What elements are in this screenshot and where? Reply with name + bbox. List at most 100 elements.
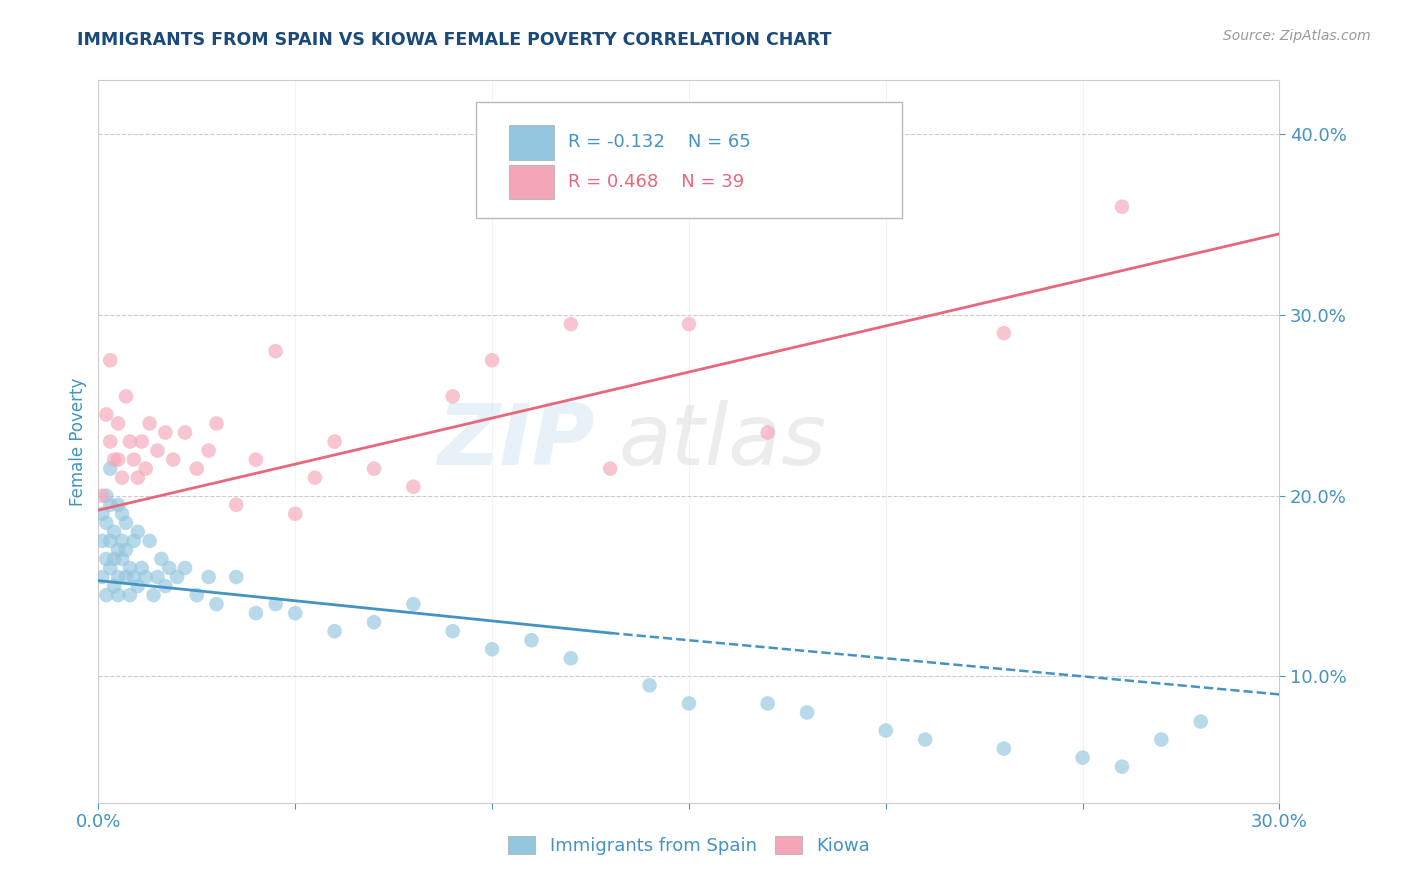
Point [245,452,267,467]
Point [402,480,425,494]
Point [103,552,125,566]
Text: ZIP: ZIP [437,400,595,483]
Point [98,561,121,575]
Point [1189,714,1212,729]
Point [155,579,177,593]
Point [111,533,134,548]
Point [122,570,145,584]
Point [520,633,543,648]
Text: IMMIGRANTS FROM SPAIN VS KIOWA FEMALE POVERTY CORRELATION CHART: IMMIGRANTS FROM SPAIN VS KIOWA FEMALE PO… [77,31,832,49]
Point [993,741,1015,756]
Point [146,570,169,584]
Point [186,461,208,475]
Point [599,461,621,475]
Point [197,570,219,584]
Point [98,461,121,475]
Text: atlas: atlas [619,400,827,483]
Point [756,425,779,440]
Point [107,588,129,602]
Text: R = 0.468    N = 39: R = 0.468 N = 39 [568,173,745,191]
Point [1071,750,1094,764]
Point [796,706,818,720]
Point [323,434,346,449]
Point [91,489,114,503]
Point [118,434,141,449]
Point [245,606,267,620]
Point [131,561,153,575]
Y-axis label: Female Poverty: Female Poverty [69,377,87,506]
Point [98,353,121,368]
Point [914,732,936,747]
Point [323,624,346,639]
Bar [509,125,554,160]
Point [186,588,208,602]
Point [111,507,134,521]
Point [157,561,180,575]
Text: R = -0.132    N = 65: R = -0.132 N = 65 [568,134,751,152]
Point [111,471,134,485]
Point [638,678,661,692]
Point [225,498,247,512]
Point [678,317,700,331]
Point [138,533,160,548]
Point [875,191,897,205]
Point [96,516,118,530]
FancyBboxPatch shape [477,102,901,218]
Point [284,507,307,521]
Point [875,723,897,738]
Point [96,489,118,503]
Point [264,597,287,611]
Point [96,588,118,602]
Point [96,552,118,566]
Point [122,452,145,467]
Point [402,597,425,611]
Point [150,552,173,566]
Point [115,542,138,557]
Point [560,317,582,331]
Point [1111,200,1133,214]
Point [115,389,138,403]
Point [264,344,287,359]
Point [205,597,228,611]
Legend: Immigrants from Spain, Kiowa: Immigrants from Spain, Kiowa [501,829,877,863]
Point [127,524,149,539]
Point [135,570,157,584]
Point [174,425,197,440]
Point [1111,760,1133,774]
Point [122,533,145,548]
Point [363,461,385,475]
Point [678,697,700,711]
Point [363,615,385,630]
Point [103,452,125,467]
Point [96,408,118,422]
Point [107,542,129,557]
Point [162,452,184,467]
Point [304,471,326,485]
Point [107,452,129,467]
Point [98,434,121,449]
Point [155,425,177,440]
Point [174,561,197,575]
Point [142,588,165,602]
Point [441,389,464,403]
Point [91,507,114,521]
Point [118,561,141,575]
Point [127,471,149,485]
Point [98,533,121,548]
Point [481,642,503,657]
Point [146,443,169,458]
Point [441,624,464,639]
Point [560,651,582,665]
Point [481,353,503,368]
Point [115,570,138,584]
Point [107,498,129,512]
Point [205,417,228,431]
Point [166,570,188,584]
Point [197,443,219,458]
Point [993,326,1015,341]
Point [756,697,779,711]
Point [111,552,134,566]
Point [131,434,153,449]
Point [225,570,247,584]
Point [107,570,129,584]
